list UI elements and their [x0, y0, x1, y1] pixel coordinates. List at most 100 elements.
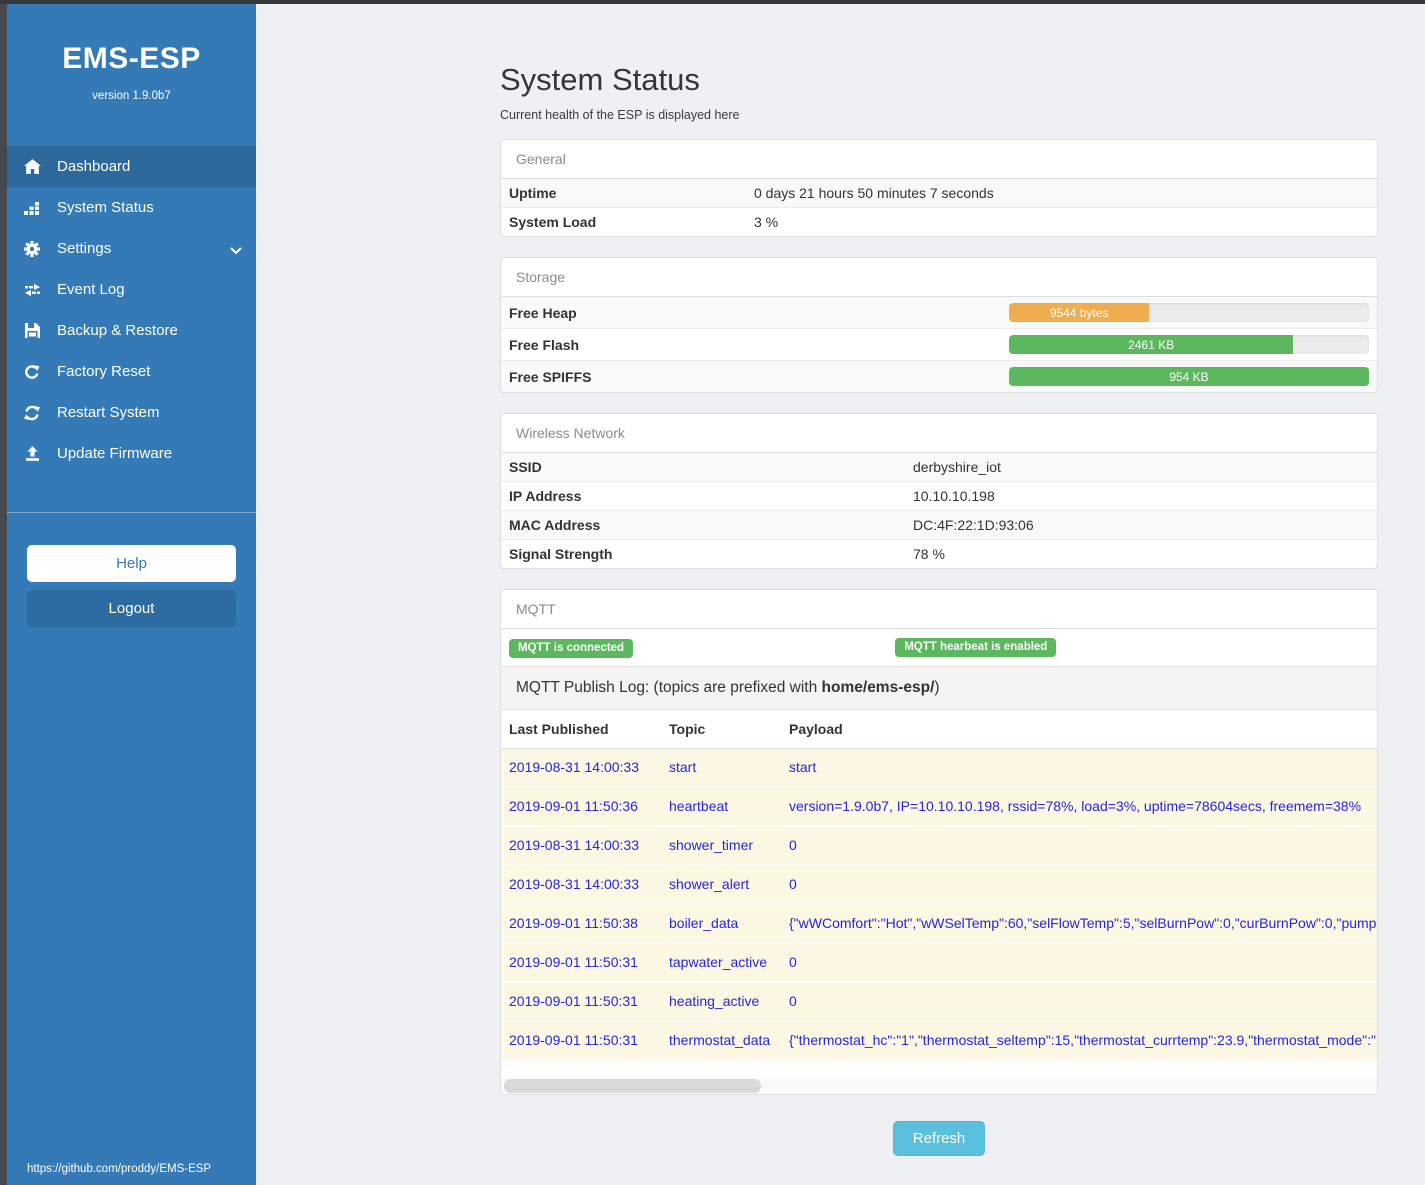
topic-cell: shower_timer: [661, 826, 781, 866]
row-label: Free Flash: [509, 336, 580, 353]
sidebar-item-event-log[interactable]: Event Log: [7, 269, 256, 310]
table-row: SSID derbyshire_iot: [501, 453, 1377, 482]
sidebar-item-settings[interactable]: Settings: [7, 228, 256, 269]
mqtt-topic-prefix: home/ems-esp/: [821, 679, 935, 696]
scrollbar-thumb[interactable]: [504, 1079, 761, 1093]
exchange-icon: [22, 282, 42, 298]
row-value: 10.10.10.198: [913, 488, 995, 504]
mqtt-publish-log-caption: MQTT Publish Log: (topics are prefixed w…: [501, 666, 1377, 710]
gear-icon: [22, 240, 42, 257]
table-row: Free Flash 2461 KB: [501, 329, 1377, 361]
payload-cell: 0: [781, 943, 1377, 983]
column-header-payload: Payload: [781, 710, 1377, 749]
table-row: Uptime 0 days 21 hours 50 minutes 7 seco…: [501, 179, 1377, 208]
row-value: 3 %: [754, 214, 779, 230]
table-row: IP Address 10.10.10.198: [501, 482, 1377, 511]
storage-panel: Storage Free Heap 9544 bytes Free Flash …: [500, 257, 1378, 393]
topic-cell: heating_active: [661, 982, 781, 1022]
payload-cell: {"thermostat_hc":"1","thermostat_seltemp…: [781, 1021, 1377, 1061]
published-cell: 2019-08-31 14:00:33: [501, 748, 661, 788]
topic-cell: thermostat_data: [661, 1021, 781, 1061]
published-cell: 2019-08-31 14:00:33: [501, 865, 661, 905]
column-header-topic: Topic: [661, 710, 781, 749]
row-label: Signal Strength: [509, 546, 613, 562]
mqtt-heartbeat-badge: MQTT hearbeat is enabled: [895, 638, 1057, 657]
table-row: Free SPIFFS 954 KB: [501, 361, 1377, 392]
mqtt-panel-title: MQTT: [501, 590, 1377, 629]
column-header-last-published: Last Published: [501, 710, 661, 749]
table-row: 2019-09-01 11:50:38 boiler_data {"wWComf…: [501, 904, 1377, 944]
payload-cell: 0: [781, 982, 1377, 1022]
table-row: 2019-08-31 14:00:33 shower_timer 0: [501, 826, 1377, 866]
home-icon: [22, 159, 42, 175]
progress-fill: 9544 bytes: [1009, 303, 1150, 322]
topic-cell: start: [661, 748, 781, 788]
progress-label: 2461 KB: [1128, 337, 1175, 352]
chart-icon: [22, 200, 42, 216]
table-row: MAC Address DC:4F:22:1D:93:06: [501, 511, 1377, 540]
payload-cell: start: [781, 748, 1377, 788]
sidebar-item-label: Update Firmware: [57, 445, 173, 462]
topic-cell: boiler_data: [661, 904, 781, 944]
wireless-panel-title: Wireless Network: [501, 414, 1377, 453]
free-spiffs-progressbar: 954 KB: [1009, 367, 1369, 386]
payload-cell: 0: [781, 826, 1377, 866]
sidebar-item-factory-reset[interactable]: Factory Reset: [7, 351, 256, 392]
table-row: 2019-08-31 14:00:33 shower_alert 0: [501, 865, 1377, 905]
published-cell: 2019-08-31 14:00:33: [501, 826, 661, 866]
table-row: 2019-09-01 11:50:36 heartbeat version=1.…: [501, 787, 1377, 827]
logout-button[interactable]: Logout: [27, 590, 236, 627]
horizontal-scrollbar[interactable]: [501, 1078, 1377, 1094]
general-panel: General Uptime 0 days 21 hours 50 minute…: [500, 139, 1378, 237]
sidebar-item-label: Backup & Restore: [57, 322, 178, 339]
general-panel-title: General: [501, 140, 1377, 179]
mqtt-status-row: MQTT is connected MQTT hearbeat is enabl…: [501, 629, 1377, 666]
payload-cell: 0: [781, 865, 1377, 905]
mqtt-panel: MQTT MQTT is connected MQTT hearbeat is …: [500, 589, 1378, 1095]
row-label: Free Heap: [509, 304, 577, 321]
sidebar-item-restart-system[interactable]: Restart System: [7, 392, 256, 433]
payload-cell: version=1.9.0b7, IP=10.10.10.198, rssid=…: [781, 787, 1377, 827]
row-value: 0 days 21 hours 50 minutes 7 seconds: [754, 185, 994, 201]
sidebar-divider: [7, 512, 256, 513]
table-row: 2019-09-01 11:50:31 tapwater_active 0: [501, 943, 1377, 983]
refresh-button[interactable]: Refresh: [892, 1121, 986, 1156]
wireless-panel: Wireless Network SSID derbyshire_iot IP …: [500, 413, 1378, 569]
sidebar-nav: Dashboard System Status: [7, 146, 256, 474]
table-row: Signal Strength 78 %: [501, 540, 1377, 568]
row-label: Free SPIFFS: [509, 368, 592, 385]
row-label: IP Address: [509, 488, 582, 504]
published-cell: 2019-09-01 11:50:31: [501, 1021, 661, 1061]
github-link[interactable]: https://github.com/proddy/EMS-ESP: [27, 1163, 212, 1175]
window-top-edge: [0, 0, 1425, 4]
sidebar-item-dashboard[interactable]: Dashboard: [7, 146, 256, 187]
save-icon: [22, 323, 42, 339]
sidebar-item-label: Dashboard: [57, 158, 131, 175]
sidebar-item-label: System Status: [57, 199, 154, 216]
progress-fill: 2461 KB: [1009, 335, 1294, 354]
app-title: EMS-ESP: [62, 42, 201, 75]
page-subtitle: Current health of the ESP is displayed h…: [500, 108, 740, 122]
published-cell: 2019-09-01 11:50:36: [501, 787, 661, 827]
row-label: MAC Address: [509, 517, 601, 533]
topic-cell: tapwater_active: [661, 943, 781, 983]
sidebar-item-system-status[interactable]: System Status: [7, 187, 256, 228]
payload-cell: {"wWComfort":"Hot","wWSelTemp":60,"selFl…: [781, 904, 1377, 944]
table-row: Free Heap 9544 bytes: [501, 297, 1377, 329]
row-value: DC:4F:22:1D:93:06: [913, 517, 1034, 533]
published-cell: 2019-09-01 11:50:31: [501, 943, 661, 983]
progress-label: 954 KB: [1169, 369, 1209, 384]
help-button[interactable]: Help: [27, 545, 236, 582]
row-label: Uptime: [509, 185, 557, 201]
sidebar-item-label: Factory Reset: [57, 363, 151, 380]
sidebar-item-update-firmware[interactable]: Update Firmware: [7, 433, 256, 474]
table-row: System Load 3 %: [501, 208, 1377, 236]
app-version: version 1.9.0b7: [92, 90, 171, 102]
published-cell: 2019-09-01 11:50:31: [501, 982, 661, 1022]
row-label: SSID: [509, 459, 542, 475]
progress-fill: 954 KB: [1009, 367, 1369, 386]
row-label: System Load: [509, 214, 597, 230]
sidebar-item-backup-restore[interactable]: Backup & Restore: [7, 310, 256, 351]
sidebar-item-label: Settings: [57, 240, 112, 257]
